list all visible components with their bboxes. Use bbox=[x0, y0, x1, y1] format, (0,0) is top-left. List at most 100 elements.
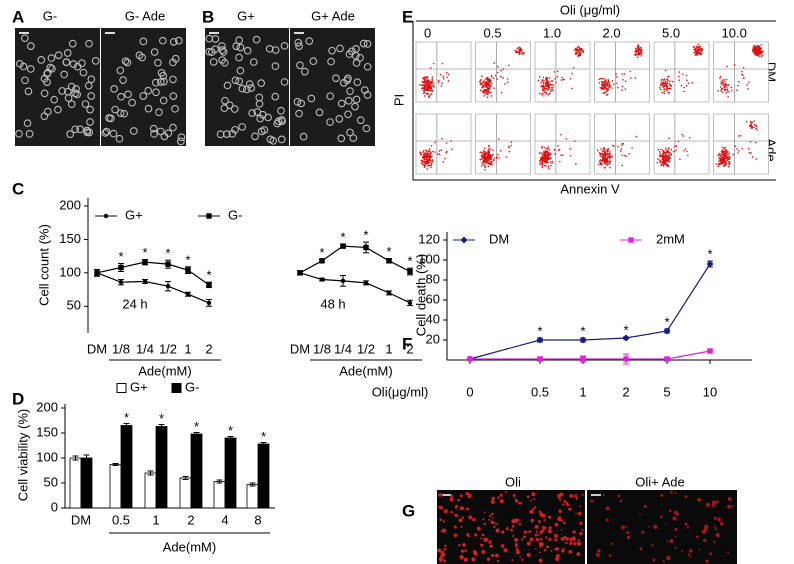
cell bbox=[129, 127, 138, 135]
event bbox=[442, 78, 445, 80]
event bbox=[629, 70, 632, 73]
event bbox=[601, 77, 604, 80]
scale-bar bbox=[441, 494, 451, 496]
cell bbox=[249, 58, 258, 66]
marker bbox=[142, 259, 148, 265]
event bbox=[666, 82, 669, 84]
bar bbox=[213, 481, 226, 509]
event bbox=[717, 165, 720, 168]
event bbox=[638, 53, 641, 56]
significance: * bbox=[580, 323, 585, 338]
cell bbox=[235, 77, 244, 86]
cell bbox=[218, 56, 226, 64]
event bbox=[423, 80, 426, 82]
dot bbox=[450, 510, 454, 514]
event bbox=[541, 166, 544, 169]
cell bbox=[159, 96, 168, 105]
event bbox=[720, 80, 723, 83]
event bbox=[721, 162, 724, 165]
cell bbox=[101, 129, 110, 137]
event bbox=[609, 151, 611, 153]
event bbox=[719, 77, 721, 79]
event bbox=[560, 154, 563, 157]
event bbox=[487, 90, 490, 93]
event bbox=[421, 80, 424, 83]
dot bbox=[579, 505, 582, 508]
event bbox=[663, 85, 666, 88]
event bbox=[446, 76, 448, 78]
event bbox=[556, 75, 559, 78]
event bbox=[669, 87, 672, 90]
event bbox=[484, 79, 486, 81]
event bbox=[425, 152, 427, 155]
dot bbox=[541, 513, 546, 518]
dot bbox=[481, 549, 486, 554]
series-line bbox=[470, 350, 711, 360]
y-tick-label: 100 bbox=[418, 251, 440, 266]
dot bbox=[626, 535, 631, 540]
event bbox=[724, 163, 726, 165]
y-tick-label: 100 bbox=[59, 264, 81, 279]
flow-x-label: Annexin V bbox=[560, 181, 620, 196]
event bbox=[601, 151, 604, 153]
cell bbox=[352, 95, 361, 104]
event bbox=[727, 155, 730, 158]
flow-column-label: 1.0 bbox=[543, 25, 561, 40]
event bbox=[663, 90, 666, 93]
event bbox=[579, 50, 582, 52]
event bbox=[617, 145, 619, 148]
event bbox=[662, 155, 665, 157]
dot bbox=[488, 518, 490, 521]
event bbox=[665, 163, 667, 165]
event bbox=[687, 82, 690, 85]
event bbox=[694, 49, 697, 52]
event bbox=[597, 163, 600, 165]
dot bbox=[698, 548, 701, 551]
event bbox=[437, 81, 440, 83]
event bbox=[488, 144, 490, 147]
event bbox=[543, 153, 546, 156]
event bbox=[489, 156, 491, 158]
cell bbox=[26, 42, 35, 50]
event bbox=[761, 51, 763, 53]
cell bbox=[47, 54, 56, 62]
event bbox=[493, 87, 495, 90]
dot bbox=[523, 530, 528, 534]
event bbox=[558, 148, 561, 151]
event bbox=[424, 160, 426, 162]
cell bbox=[257, 127, 266, 136]
dot bbox=[714, 528, 717, 531]
event bbox=[573, 49, 576, 51]
cell bbox=[72, 85, 80, 93]
y-tick-label: 100 bbox=[36, 449, 58, 464]
event bbox=[541, 147, 543, 149]
dot bbox=[483, 522, 487, 526]
event bbox=[753, 120, 755, 123]
event bbox=[720, 157, 722, 160]
event bbox=[603, 162, 606, 164]
cell bbox=[236, 43, 245, 52]
cell bbox=[154, 58, 162, 67]
event bbox=[419, 153, 422, 155]
event bbox=[504, 83, 506, 85]
marker bbox=[206, 213, 212, 219]
dot bbox=[450, 494, 454, 498]
event bbox=[724, 164, 727, 167]
marker bbox=[407, 300, 413, 306]
event bbox=[423, 152, 426, 154]
event bbox=[428, 86, 431, 88]
dot bbox=[669, 509, 672, 512]
event bbox=[656, 161, 659, 164]
event bbox=[668, 83, 671, 85]
cell bbox=[231, 125, 239, 134]
dot bbox=[689, 555, 691, 558]
event bbox=[483, 155, 486, 158]
legend-label: 2mM bbox=[656, 231, 685, 246]
dot bbox=[684, 522, 688, 526]
event bbox=[724, 89, 726, 91]
event bbox=[717, 162, 720, 165]
event bbox=[430, 67, 432, 69]
event bbox=[542, 76, 545, 79]
event bbox=[596, 149, 599, 152]
dot bbox=[566, 503, 570, 507]
